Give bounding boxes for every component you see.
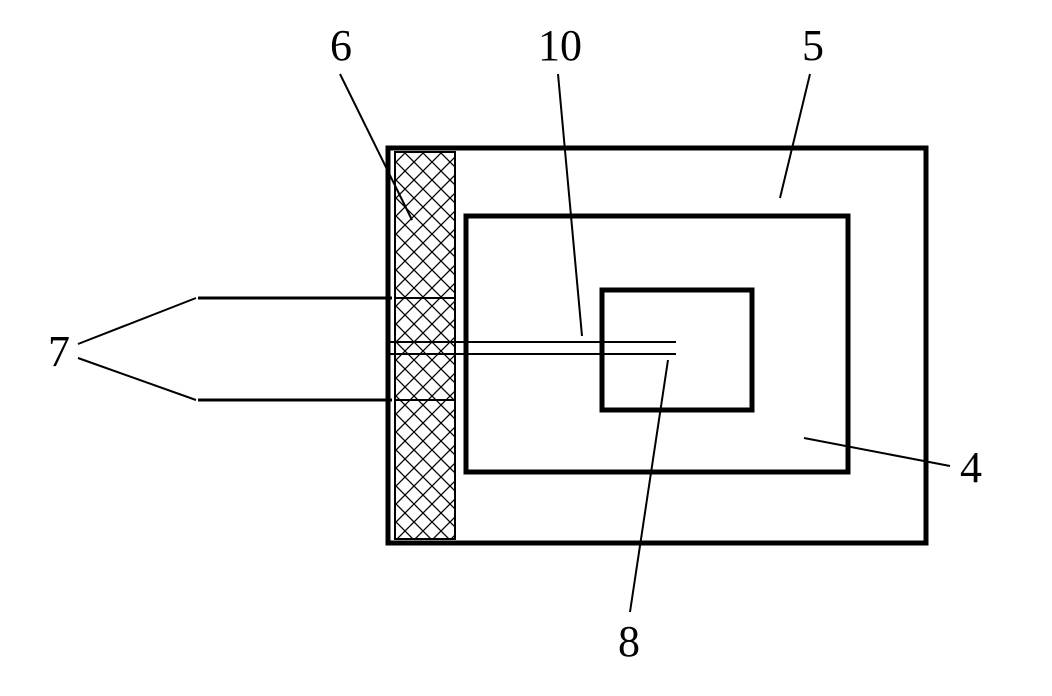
inner-core	[602, 290, 752, 410]
leader-line-7-0	[78, 298, 196, 344]
callout-label-5: 5	[802, 21, 824, 70]
callout-label-10: 10	[538, 21, 582, 70]
callout-label-8: 8	[618, 617, 640, 666]
leader-line-10	[558, 74, 582, 336]
leader-line-8	[630, 360, 668, 612]
leader-line-7-1	[78, 358, 196, 400]
outer-housing	[388, 148, 926, 543]
hatched-panel	[395, 152, 455, 539]
callout-label-4: 4	[960, 443, 982, 492]
callout-label-7: 7	[48, 327, 70, 376]
callout-label-6: 6	[330, 21, 352, 70]
leader-line-5	[780, 74, 810, 198]
